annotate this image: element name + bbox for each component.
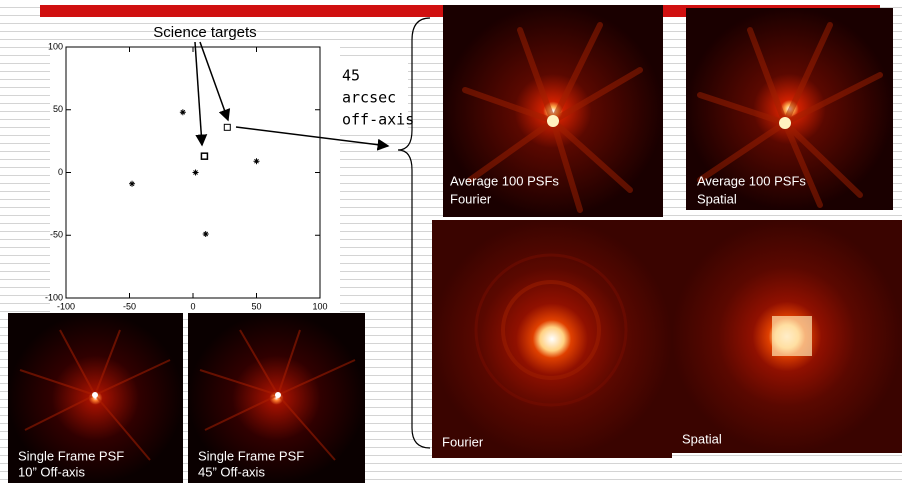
x-tick-label: -50 [123, 301, 136, 311]
annotation: arcsec [342, 89, 396, 107]
psf-image: Average 100 PSFs Fourier [443, 5, 663, 217]
page: -100 -50 0 50 100 -100 -50 0 50 100 Science targe… [0, 0, 902, 483]
x-tick-label: -100 [57, 301, 75, 311]
psf-image: Single Frame PSF 10” Off-axis [8, 313, 183, 483]
plot-bg [50, 40, 340, 315]
slide: -100 -50 0 50 100 -100 -50 0 50 100 Science targe… [0, 0, 902, 483]
caption: Spatial [682, 431, 722, 446]
y-tick-label: -50 [50, 230, 63, 240]
psf-image: Fourier [432, 220, 672, 458]
caption: 10” Off-axis [18, 464, 85, 479]
caption: Spatial [697, 191, 737, 206]
annotation: off-axis [342, 111, 414, 129]
caption: Fourier [450, 191, 492, 206]
psf-image: Average 100 PSFs Spatial [686, 8, 893, 210]
y-tick-label: -100 [45, 292, 63, 302]
y-tick-label: 0 [58, 167, 63, 177]
y-tick-label: 100 [48, 41, 63, 51]
caption: Single Frame PSF [198, 448, 304, 463]
psf-image: Spatial [672, 220, 902, 453]
caption: Average 100 PSFs [450, 173, 559, 188]
annotation: 45 [342, 67, 360, 85]
caption: Average 100 PSFs [697, 173, 806, 188]
annotation: Science targets [153, 24, 256, 41]
x-tick-label: 100 [312, 301, 327, 311]
caption: 45” Off-axis [198, 464, 265, 479]
x-tick-label: 0 [190, 301, 195, 311]
caption: Fourier [442, 434, 484, 449]
caption: Single Frame PSF [18, 448, 124, 463]
psf-image: Single Frame PSF 45” Off-axis [188, 313, 365, 483]
x-tick-label: 50 [251, 301, 261, 311]
y-tick-label: 50 [53, 104, 63, 114]
